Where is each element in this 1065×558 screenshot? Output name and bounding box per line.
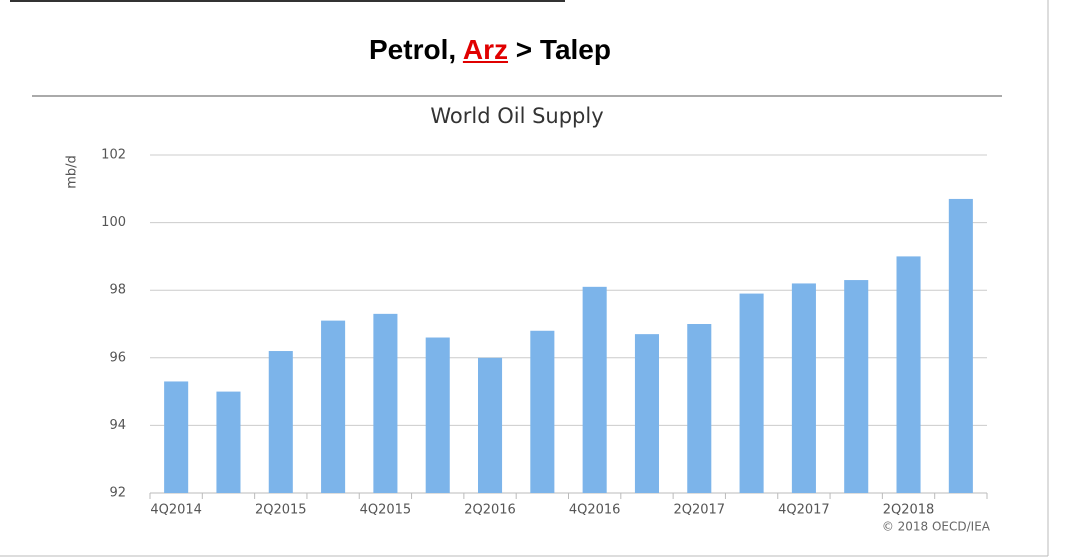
x-tick-label: 2Q2018 xyxy=(883,503,935,518)
y-tick-label: 94 xyxy=(109,418,126,433)
bar xyxy=(216,391,241,493)
x-tick-label: 2Q2016 xyxy=(464,503,516,518)
title-part: Petrol, xyxy=(369,34,457,65)
bar xyxy=(634,334,660,493)
bar xyxy=(373,313,398,493)
bar xyxy=(425,337,450,493)
x-tick-label: 2Q2015 xyxy=(255,503,307,518)
x-tick-label: 4Q2016 xyxy=(569,503,621,518)
title-highlight: Arz xyxy=(462,34,509,65)
x-tick-label: 2Q2017 xyxy=(673,503,725,518)
bar xyxy=(687,324,712,493)
bar xyxy=(896,256,921,493)
bar xyxy=(321,320,346,493)
bar xyxy=(739,293,764,493)
bar xyxy=(268,351,293,493)
bar xyxy=(477,357,503,493)
x-tick-label: 4Q2015 xyxy=(360,503,412,518)
bar xyxy=(582,286,607,493)
bar xyxy=(948,198,973,493)
y-tick-label: 102 xyxy=(101,148,126,163)
y-tick-label: 100 xyxy=(101,215,126,230)
bar xyxy=(530,330,555,493)
y-axis-label: mb/d xyxy=(65,155,80,189)
y-tick-label: 98 xyxy=(109,283,126,298)
x-tick-label: 4Q2014 xyxy=(150,503,202,518)
chart-title: World Oil Supply xyxy=(430,104,603,128)
title-part: > Talep xyxy=(515,34,611,65)
bar xyxy=(164,381,189,493)
slide-title: Petrol, Arz > Talep xyxy=(0,34,980,66)
bar xyxy=(844,280,869,493)
y-tick-label: 92 xyxy=(109,486,126,501)
source: © 2018 OECD/IEA xyxy=(882,520,991,534)
y-tick-label: 96 xyxy=(109,350,126,365)
x-tick-label: 4Q2017 xyxy=(778,503,830,518)
bar xyxy=(791,283,816,493)
